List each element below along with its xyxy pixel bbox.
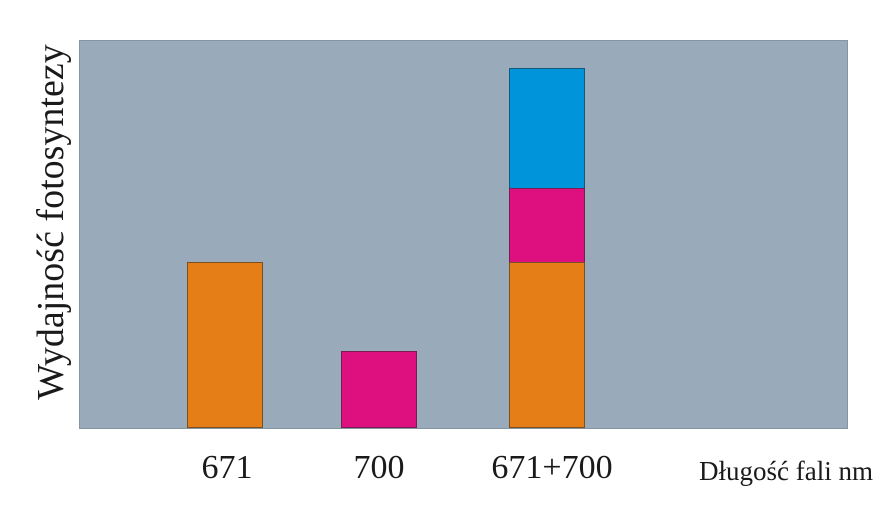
bar-700: [341, 351, 417, 428]
x-tick-671: 671: [201, 449, 253, 486]
bar-671-700-magenta-segment: [509, 188, 585, 262]
bar-671-orange-segment: [187, 262, 263, 428]
y-axis-label: Wydajność fotosyntezy: [30, 44, 72, 400]
bar-671-700-blue-segment: [509, 68, 585, 188]
x-tick-700: 700: [353, 449, 405, 486]
bar-671: [187, 262, 263, 428]
x-axis-label: Długość fali nm: [699, 456, 873, 486]
bar-671-700: [509, 68, 585, 428]
x-tick-671-700: 671+700: [491, 449, 613, 486]
plot-area: [79, 40, 848, 429]
bar-671-700-orange-segment: [509, 262, 585, 428]
bar-700-magenta-segment: [341, 351, 417, 428]
